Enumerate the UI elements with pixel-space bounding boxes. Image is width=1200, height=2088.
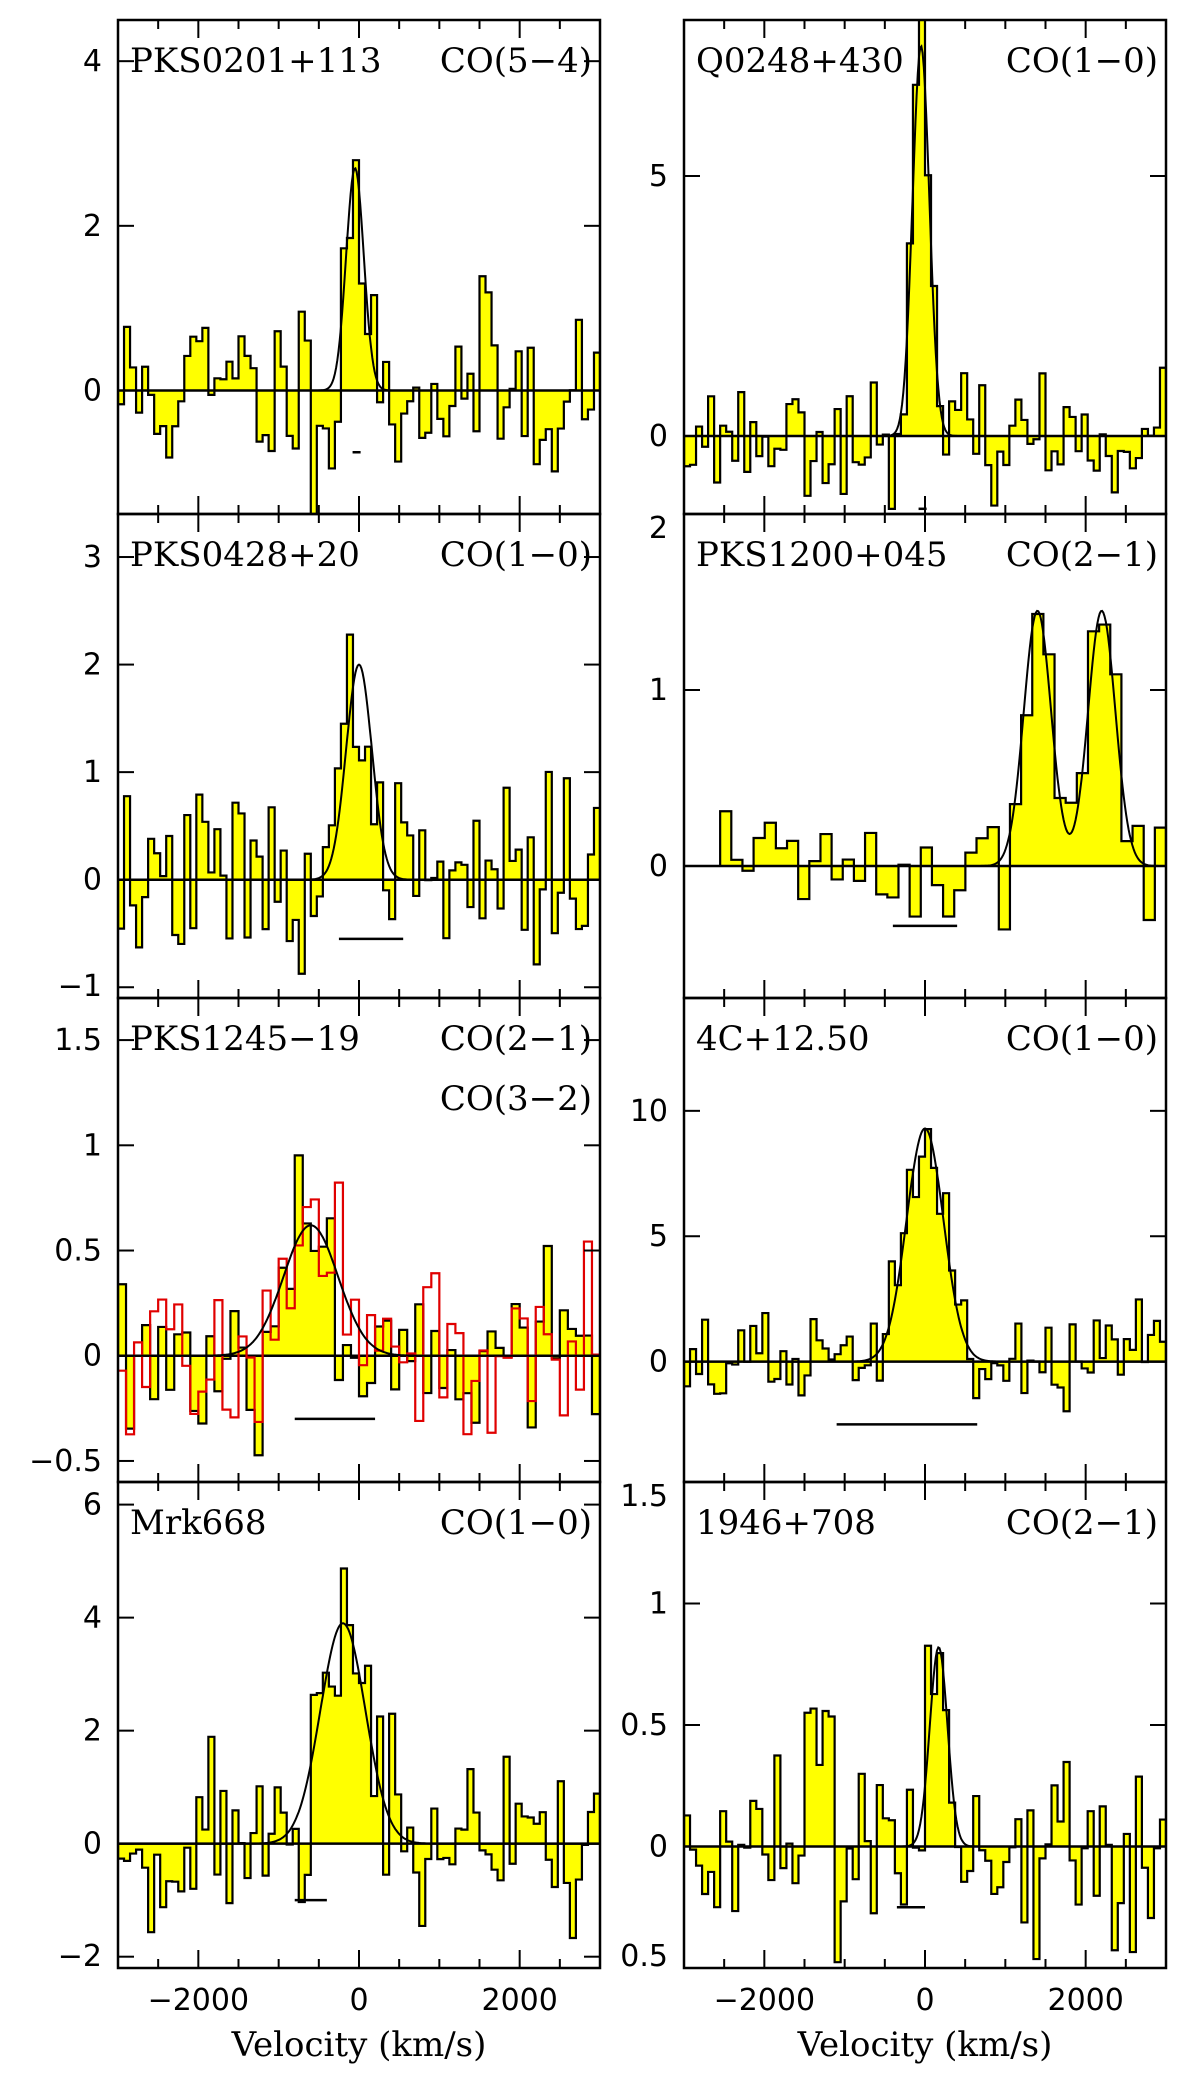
source-label: Mrk668 bbox=[130, 1503, 267, 1543]
spectrum-histogram bbox=[684, 1128, 1166, 1413]
y-tick-label: 4 bbox=[83, 1601, 102, 1636]
y-tick-label: 0.5 bbox=[54, 1234, 102, 1269]
y-tick-label: 1 bbox=[649, 673, 668, 708]
y-tick-label: 0 bbox=[649, 1830, 668, 1865]
y-tick-label: 0 bbox=[83, 374, 102, 409]
y-tick-label: 2 bbox=[649, 511, 668, 546]
line-label: CO(5−4) bbox=[440, 41, 592, 81]
y-tick-label: −2 bbox=[58, 1939, 102, 1974]
y-tick-label: 1 bbox=[83, 1128, 102, 1163]
y-tick-label: 0 bbox=[83, 863, 102, 898]
y-tick-label: −1 bbox=[58, 969, 102, 1004]
second-line-histogram bbox=[118, 1181, 600, 1436]
source-label: PKS0201+113 bbox=[130, 41, 381, 81]
gaussian-fit bbox=[684, 44, 1166, 437]
line-label: CO(1−0) bbox=[1006, 41, 1158, 81]
source-label: PKS1245−19 bbox=[130, 1019, 360, 1059]
panel-1946: 0.5 0 0.5 1 1.5 1946+708 CO(2−1) −2000 0 2000 Velo… bbox=[620, 1479, 1168, 2065]
panel-4c1250: 0 5 10 4C+12.50 CO(1−0) bbox=[630, 996, 1168, 1484]
source-label: 4C+12.50 bbox=[696, 1019, 869, 1059]
spectrum-histogram bbox=[684, 1644, 1166, 1964]
y-tick-label: −0.5 bbox=[29, 1444, 102, 1479]
y-tick-label: 3 bbox=[83, 540, 102, 575]
gaussian-fit bbox=[684, 1127, 1166, 1363]
x-tick-label: 2000 bbox=[481, 1983, 557, 2018]
line-label: CO(1−0) bbox=[440, 1503, 592, 1543]
spectrum-histogram bbox=[719, 612, 1166, 931]
y-tick-label: 1 bbox=[649, 1587, 668, 1622]
x-tick-label: −2000 bbox=[714, 1983, 815, 2018]
y-tick-label: 10 bbox=[630, 1094, 668, 1129]
panel-pks1200: 0 1 2 PKS1200+045 CO(2−1) bbox=[649, 511, 1168, 1000]
y-tick-label: 0 bbox=[649, 419, 668, 454]
y-tick-label: 0 bbox=[649, 1345, 668, 1380]
x-tick-label: 0 bbox=[349, 1983, 368, 2018]
second-line-label: CO(3−2) bbox=[440, 1079, 592, 1119]
y-tick-label: 5 bbox=[649, 159, 668, 194]
source-label: PKS1200+045 bbox=[696, 535, 947, 575]
y-tick-label: 1 bbox=[83, 755, 102, 790]
line-label: CO(2−1) bbox=[1006, 535, 1158, 575]
y-tick-label: 0.5 bbox=[620, 1939, 668, 1974]
y-tick-label: 0.5 bbox=[620, 1708, 668, 1743]
panel-pks0428: −1 0 1 2 3 PKS0428+20 CO(1−0) bbox=[58, 512, 602, 1004]
y-tick-label: 5 bbox=[649, 1219, 668, 1254]
spectrum-histogram bbox=[118, 633, 600, 975]
panel-pks1245: −0.5 0 0.5 1 1.5 PKS1245−19 CO(2−1) CO(3−2) bbox=[29, 996, 602, 1484]
gaussian-fit bbox=[118, 166, 600, 392]
gaussian-fit bbox=[118, 1622, 600, 1845]
y-tick-label: 1.5 bbox=[620, 1479, 668, 1514]
y-tick-label: 0 bbox=[649, 849, 668, 884]
x-tick-label: 2000 bbox=[1047, 1983, 1123, 2018]
y-tick-label: 2 bbox=[83, 648, 102, 683]
y-tick-label: 0 bbox=[83, 1339, 102, 1374]
x-tick-label: 0 bbox=[915, 1983, 934, 2018]
x-axis-label: Velocity (km/s) bbox=[797, 2025, 1053, 2065]
x-tick-label: −2000 bbox=[148, 1983, 249, 2018]
y-tick-label: 2 bbox=[83, 209, 102, 244]
gaussian-fit bbox=[684, 1645, 1166, 1848]
spectrum-fill bbox=[720, 614, 1166, 930]
line-label: CO(1−0) bbox=[1006, 1019, 1158, 1059]
y-tick-label: 4 bbox=[83, 44, 102, 79]
source-label: Q0248+430 bbox=[696, 41, 904, 81]
panel-q0248: 0 5 Q0248+430 CO(1−0) bbox=[649, 18, 1168, 516]
y-tick-label: 0 bbox=[83, 1827, 102, 1862]
line-label: CO(2−1) bbox=[1006, 1503, 1158, 1543]
source-label: PKS0428+20 bbox=[130, 535, 360, 575]
gaussian-fit bbox=[118, 1224, 600, 1357]
y-tick-label: 2 bbox=[83, 1714, 102, 1749]
line-label: CO(2−1) bbox=[440, 1019, 592, 1059]
x-axis-label: Velocity (km/s) bbox=[231, 2025, 487, 2065]
source-label: 1946+708 bbox=[696, 1503, 876, 1543]
y-tick-label: 6 bbox=[83, 1488, 102, 1523]
panel-mrk668: −2 0 2 4 6 Mrk668 CO(1−0) −2000 0 2000 Velocity (k… bbox=[58, 1480, 602, 2065]
line-label: CO(1−0) bbox=[440, 535, 592, 575]
gaussian-fit bbox=[118, 663, 600, 881]
panel-pks0201: 0 2 4 PKS0201+113 CO(5−4) bbox=[83, 18, 602, 516]
gaussian-fit bbox=[684, 609, 1166, 867]
y-tick-label: 1.5 bbox=[54, 1023, 102, 1058]
spectrum-histogram bbox=[118, 159, 600, 514]
